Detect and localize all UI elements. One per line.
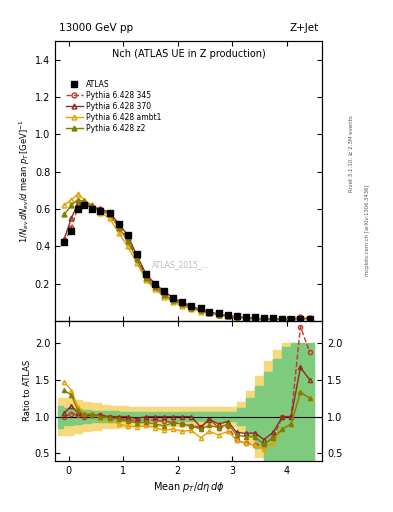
- Text: Nch (ATLAS UE in Z production): Nch (ATLAS UE in Z production): [112, 49, 266, 59]
- Y-axis label: Ratio to ATLAS: Ratio to ATLAS: [23, 360, 32, 421]
- Legend: ATLAS, Pythia 6.428 345, Pythia 6.428 370, Pythia 6.428 ambt1, Pythia 6.428 z2: ATLAS, Pythia 6.428 345, Pythia 6.428 37…: [64, 78, 162, 134]
- X-axis label: Mean $p_T/d\eta\,d\phi$: Mean $p_T/d\eta\,d\phi$: [153, 480, 224, 494]
- Text: Z+Jet: Z+Jet: [289, 23, 318, 33]
- Text: mcplots.cern.ch [arXiv:1306.3436]: mcplots.cern.ch [arXiv:1306.3436]: [365, 185, 370, 276]
- Y-axis label: $1/N_{ev}\,dN_{ev}/d$ mean $p_T\,[\mathrm{GeV}]^{-1}$: $1/N_{ev}\,dN_{ev}/d$ mean $p_T\,[\mathr…: [18, 119, 32, 243]
- Text: Rivet 3.1.10, ≥ 2.3M events: Rivet 3.1.10, ≥ 2.3M events: [349, 115, 354, 192]
- Text: 13000 GeV pp: 13000 GeV pp: [59, 23, 133, 33]
- Text: ATLAS_2015_...: ATLAS_2015_...: [152, 261, 209, 269]
